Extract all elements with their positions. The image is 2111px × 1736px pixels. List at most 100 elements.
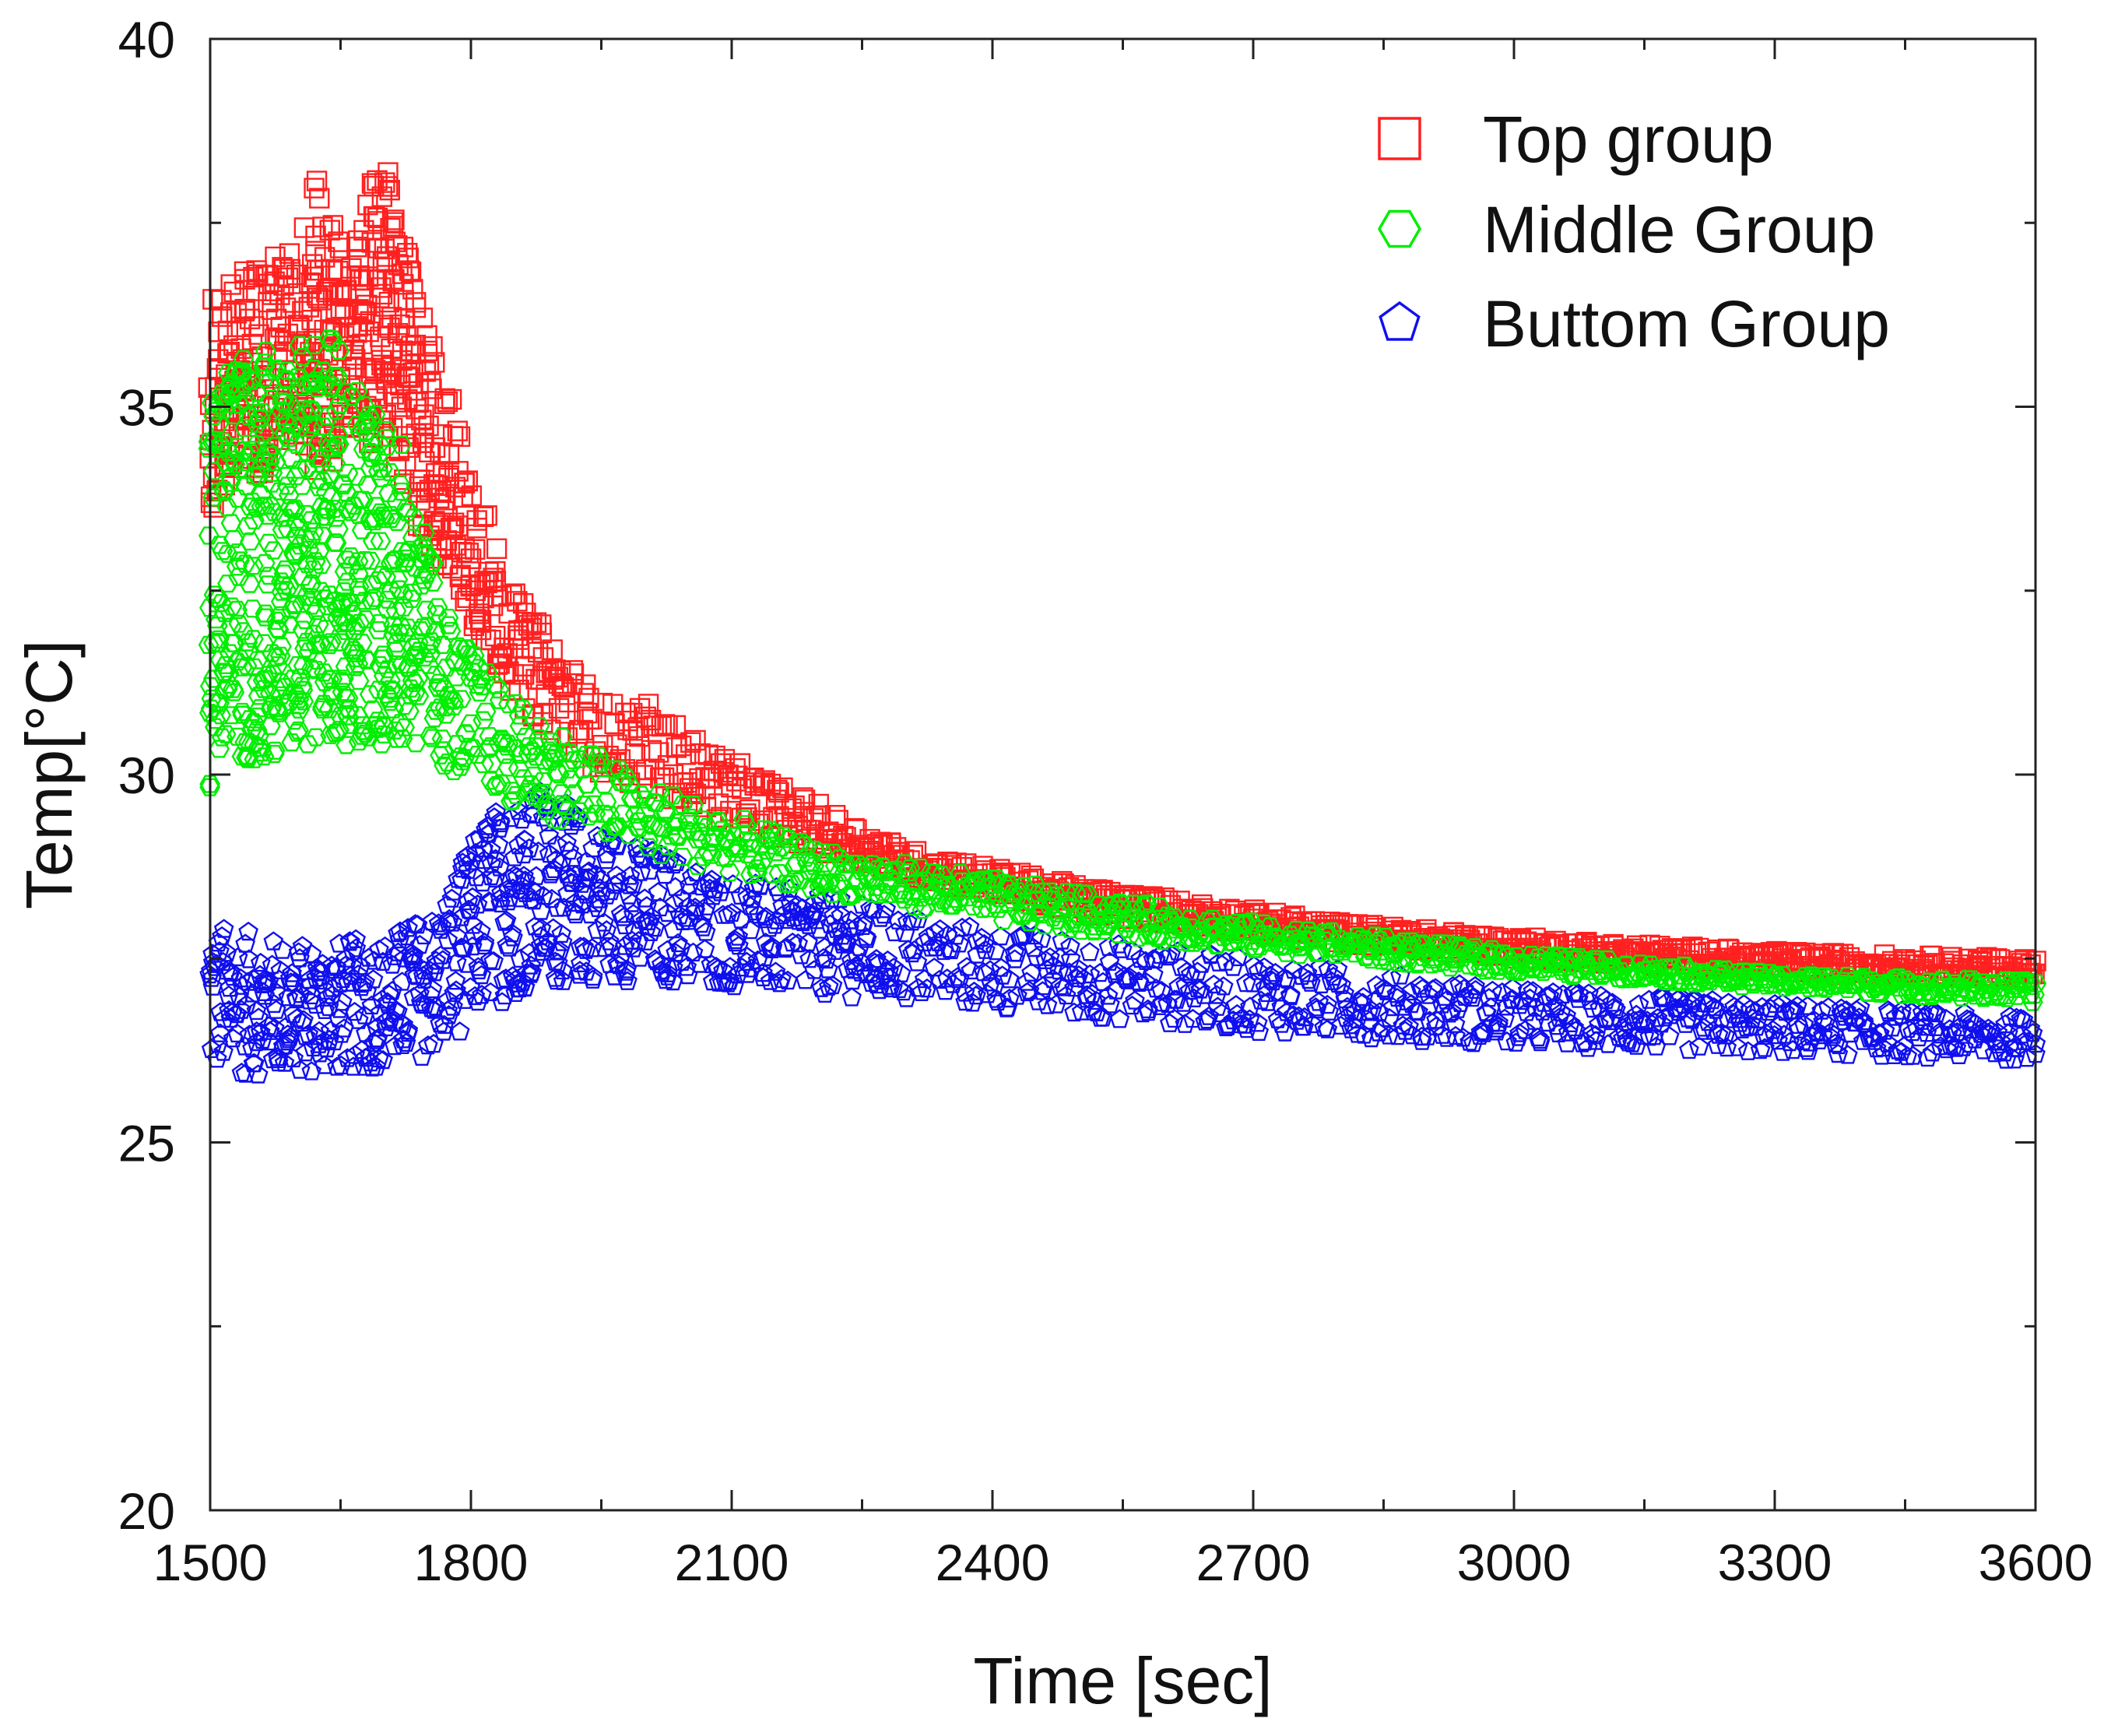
- data-point: [607, 817, 629, 836]
- data-point: [408, 687, 430, 705]
- data-point: [760, 831, 781, 850]
- data-point: [655, 864, 676, 884]
- data-point: [1100, 994, 1120, 1014]
- data-point: [325, 402, 347, 420]
- data-point: [645, 794, 667, 813]
- data-point: [371, 283, 393, 305]
- legend-label: Top group: [1483, 103, 1774, 176]
- data-point: [538, 741, 560, 760]
- x-tick-label: 1500: [153, 1534, 268, 1591]
- data-point: [398, 1022, 418, 1042]
- data-point: [213, 432, 234, 451]
- data-point: [1112, 939, 1133, 958]
- data-point: [690, 743, 711, 764]
- data-point: [1301, 931, 1322, 950]
- data-point: [832, 926, 852, 945]
- data-point: [651, 715, 673, 737]
- data-point: [253, 680, 275, 698]
- data-point: [254, 424, 276, 443]
- data-point: [391, 435, 413, 454]
- data-point: [1756, 1023, 1777, 1043]
- data-point: [381, 307, 402, 328]
- data-point: [418, 655, 439, 674]
- data-point: [1327, 973, 1348, 993]
- data-point: [905, 873, 926, 892]
- data-point: [1235, 913, 1257, 933]
- data-point: [885, 860, 907, 880]
- data-point: [806, 910, 827, 929]
- data-point: [434, 698, 456, 717]
- data-point: [562, 873, 582, 892]
- data-point: [485, 571, 507, 592]
- data-point: [276, 361, 298, 380]
- data-point: [410, 621, 431, 640]
- data-point: [307, 958, 328, 978]
- data-point: [666, 827, 687, 845]
- data-point: [974, 933, 995, 954]
- data-point: [243, 441, 264, 459]
- data-point: [217, 395, 239, 413]
- data-point: [372, 459, 393, 478]
- data-point: [220, 468, 242, 487]
- data-point: [198, 526, 220, 545]
- data-point: [576, 940, 596, 959]
- data-point: [244, 750, 265, 768]
- data-point: [332, 992, 353, 1011]
- data-point: [398, 248, 419, 269]
- data-point: [662, 817, 684, 835]
- data-point: [1558, 1022, 1579, 1042]
- data-point: [246, 414, 268, 433]
- data-point: [472, 872, 493, 892]
- data-point: [286, 467, 307, 486]
- data-point: [276, 581, 297, 599]
- data-point: [1009, 927, 1030, 947]
- data-point: [872, 883, 894, 901]
- data-point: [830, 888, 851, 908]
- data-point: [999, 969, 1020, 989]
- data-point: [740, 865, 761, 884]
- data-point: [1422, 979, 1443, 999]
- data-point: [877, 950, 898, 970]
- data-point: [226, 361, 247, 380]
- data-point: [379, 180, 400, 201]
- data-point: [543, 859, 564, 879]
- data-point: [1442, 1001, 1463, 1021]
- data-point: [1300, 972, 1321, 992]
- data-point: [1249, 1021, 1270, 1042]
- data-point: [294, 611, 316, 630]
- data-point: [1238, 937, 1260, 956]
- data-point: [1640, 955, 1661, 974]
- data-point: [1765, 975, 1786, 994]
- data-point: [238, 921, 258, 941]
- data-point: [439, 908, 460, 929]
- data-point: [1054, 977, 1074, 996]
- data-point: [566, 805, 587, 824]
- data-point: [1033, 975, 1053, 996]
- data-point: [375, 428, 397, 448]
- data-point: [1410, 934, 1432, 953]
- data-point: [221, 597, 243, 616]
- data-point: [302, 401, 324, 420]
- data-point: [689, 768, 710, 789]
- data-point: [457, 470, 478, 492]
- data-point: [515, 870, 536, 890]
- data-point: [246, 721, 268, 740]
- data-point: [251, 485, 272, 504]
- data-point: [1677, 1008, 1698, 1028]
- data-point: [1239, 1009, 1260, 1028]
- data-point: [594, 937, 615, 958]
- data-point: [361, 448, 383, 468]
- data-point: [278, 987, 299, 1007]
- data-point: [367, 211, 388, 232]
- data-point: [251, 402, 273, 421]
- data-point: [499, 868, 519, 888]
- data-point: [547, 898, 567, 917]
- data-point: [1059, 919, 1080, 938]
- data-point: [1096, 916, 1117, 936]
- data-point: [379, 984, 400, 1004]
- data-point: [1927, 1003, 1948, 1023]
- data-point: [686, 862, 707, 882]
- data-point: [1922, 1042, 1943, 1062]
- data-point: [378, 291, 400, 313]
- data-point: [1523, 981, 1544, 1000]
